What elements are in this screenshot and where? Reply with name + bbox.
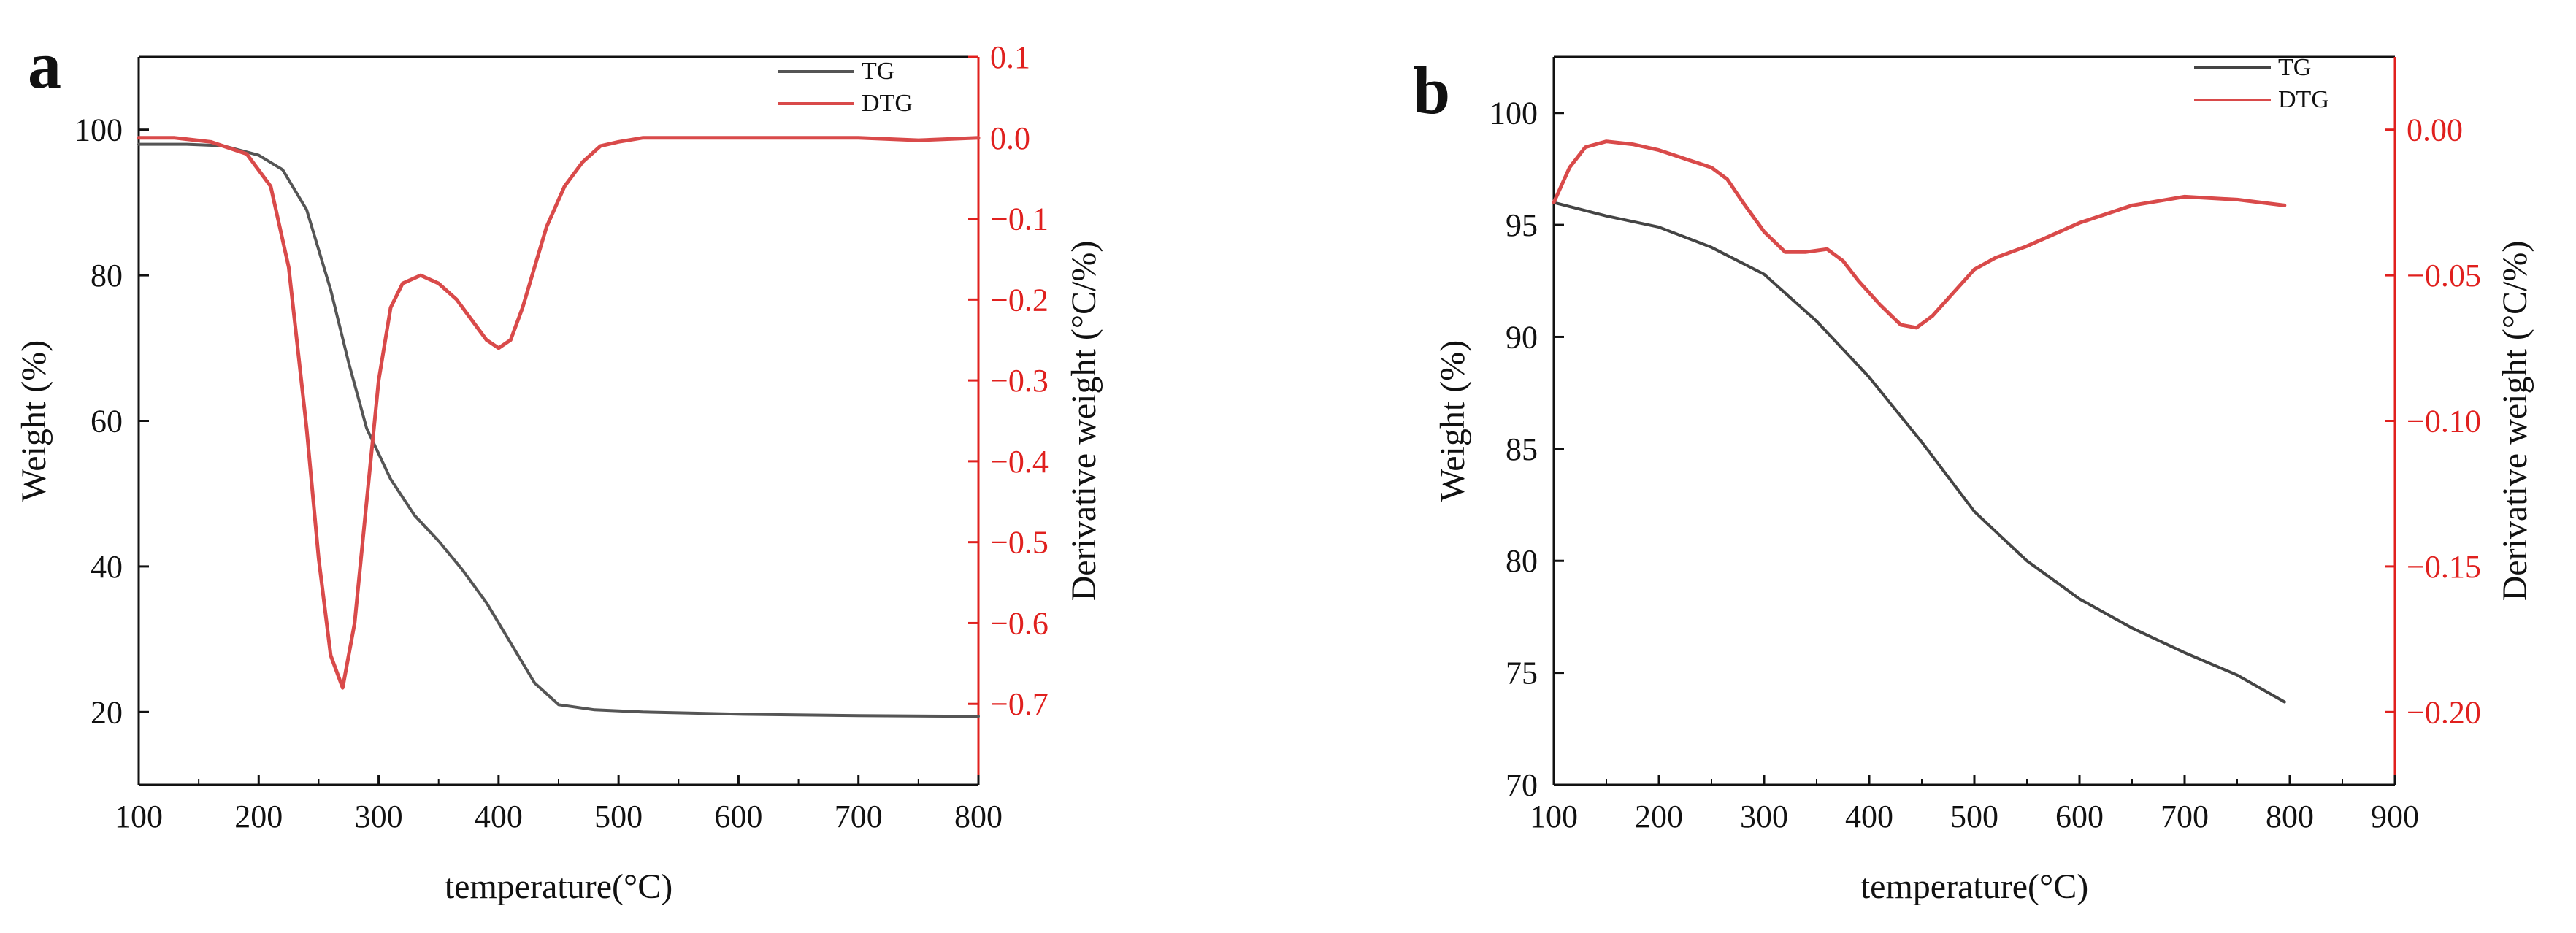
series-line-tg	[137, 142, 980, 718]
y-tick-label: 60	[91, 404, 123, 439]
y2-tick-label: −0.6	[990, 605, 1049, 641]
y2-axis-title: Derivative weight (°C/%)	[2496, 241, 2534, 602]
y2-tick-label: −0.05	[2407, 258, 2481, 293]
x-tick-label: 200	[1635, 799, 1683, 834]
y-tick-label: 20	[91, 694, 123, 730]
y2-tick-label: 0.0	[990, 120, 1030, 156]
y-tick-label: 40	[91, 549, 123, 585]
x-tick-label: 700	[835, 799, 883, 834]
y-axis-title: Weight (%)	[15, 340, 53, 502]
y2-tick-label: 0.1	[990, 39, 1030, 75]
x-tick-label: 300	[355, 799, 403, 834]
panel-a: a 100 200 300 400 500 600 700 800 20 40 60 80 100 0.1 0…	[15, 28, 1103, 906]
series-line-dtg	[137, 136, 981, 690]
x-tick-label: 600	[2055, 799, 2104, 834]
x-tick-label: 800	[954, 799, 1003, 834]
series-line-dtg	[1552, 139, 2287, 330]
y2-tick-label: −0.5	[990, 525, 1049, 561]
y2-tick-label: −0.10	[2407, 404, 2481, 439]
y-tick-label: 100	[1490, 96, 1538, 131]
x-tick-label: 400	[1845, 799, 1893, 834]
x-tick-label: 900	[2371, 799, 2419, 834]
legend-label-dtg: DTG	[2278, 86, 2329, 113]
y-tick-label: 75	[1506, 656, 1538, 691]
x-tick-label: 700	[2161, 799, 2209, 834]
y2-tick-label: −0.4	[990, 444, 1049, 480]
y-tick-label: 80	[1506, 543, 1538, 579]
legend-label-tg: TG	[862, 58, 894, 85]
y-tick-label: 90	[1506, 319, 1538, 355]
x-tick-label: 200	[234, 799, 283, 834]
y2-tick-label: −0.15	[2407, 549, 2481, 585]
y2-tick-label: −0.7	[990, 686, 1049, 722]
y-tick-label: 100	[74, 112, 123, 148]
y2-tick-label: −0.20	[2407, 694, 2481, 730]
x-tick-label: 100	[115, 799, 163, 834]
panel-letter: b	[1413, 53, 1450, 128]
y-tick-label: 80	[91, 258, 123, 293]
x-axis-title: temperature(°C)	[445, 867, 672, 906]
panel-b: b 100 200 300 400 500 600 700 800 900 70 75 80 85 90 95…	[1413, 53, 2534, 906]
x-axis-title: temperature(°C)	[1860, 867, 2088, 906]
y2-tick-label: −0.1	[990, 201, 1049, 237]
y2-tick-label: −0.2	[990, 282, 1049, 318]
y-axis-title: Weight (%)	[1433, 340, 1472, 502]
y-tick-label: 85	[1506, 431, 1538, 467]
y2-tick-label: −0.3	[990, 363, 1049, 399]
y2-axis-title: Derivative weight (°C/%)	[1065, 241, 1103, 602]
x-tick-label: 600	[714, 799, 762, 834]
y2-tick-label: 0.00	[2407, 112, 2463, 148]
y-tick-label: 70	[1506, 767, 1538, 803]
x-tick-label: 300	[1740, 799, 1788, 834]
x-tick-label: 400	[475, 799, 523, 834]
legend-label-dtg: DTG	[862, 90, 913, 117]
x-tick-label: 500	[1950, 799, 1998, 834]
y-tick-label: 95	[1506, 207, 1538, 243]
x-tick-label: 800	[2266, 799, 2314, 834]
panel-letter: a	[28, 28, 61, 102]
x-tick-label: 500	[594, 799, 643, 834]
x-tick-label: 100	[1530, 799, 1578, 834]
legend-label-tg: TG	[2278, 54, 2311, 81]
series-line-tg	[1552, 201, 2286, 704]
